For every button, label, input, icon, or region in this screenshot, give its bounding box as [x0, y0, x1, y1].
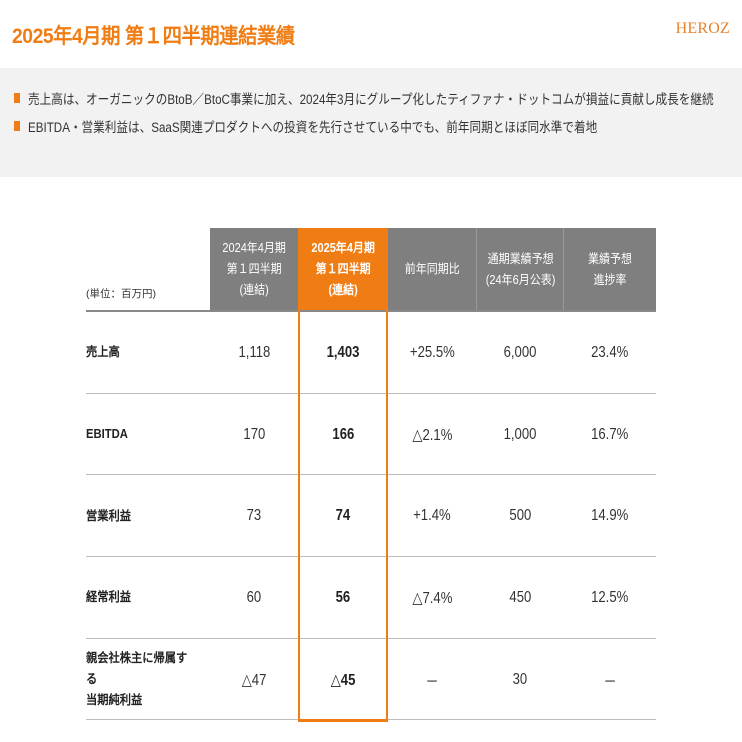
header-line: (連結)	[239, 283, 269, 297]
current-period-highlight-box	[298, 310, 388, 722]
cell-forecast: 1,000	[503, 425, 537, 443]
row-label: 営業利益	[86, 508, 132, 523]
summary-text: 売上高は、オーガニックのBtoB／BtoC事業に加え、2024年3月にグループ化…	[28, 92, 714, 107]
cell-yoy: +1.4%	[413, 507, 451, 524]
cell-yoy: +25.5%	[409, 343, 455, 361]
cell-prior: 73	[246, 507, 262, 524]
square-bullet-icon	[14, 93, 20, 103]
row-divider	[86, 638, 656, 639]
row-label: 親会社株主に帰属する 当期純利益	[86, 651, 188, 707]
header-line: 前年同期比	[404, 262, 460, 276]
table-row: 経常利益 60 56 △7.4% 450 12.5%	[86, 557, 656, 638]
row-label: 経常利益	[86, 590, 132, 604]
cell-forecast: 500	[509, 507, 531, 524]
company-logo: HEROZ	[675, 20, 730, 37]
summary-bullet: 売上高は、オーガニックのBtoB／BtoC事業に加え、2024年3月にグループ化…	[14, 88, 742, 108]
header-line: 第１四半期	[226, 262, 282, 276]
cell-prior: 170	[243, 425, 265, 443]
square-bullet-icon	[14, 121, 20, 131]
header-divider	[86, 310, 656, 312]
header-line: 2024年4月期	[222, 241, 286, 255]
cell-forecast: 6,000	[503, 343, 537, 361]
cell-progress: 23.4%	[591, 343, 629, 361]
table-row: 親会社株主に帰属する 当期純利益 △47 △45 － 30 －	[86, 639, 656, 720]
cell-current: 166	[332, 425, 354, 443]
header-line: 2025年4月期	[311, 241, 375, 255]
row-divider	[86, 556, 656, 557]
table-row: 営業利益 73 74 +1.4% 500 14.9%	[86, 475, 656, 557]
cell-forecast: 30	[512, 670, 528, 688]
column-header-full-year-forecast: 通期業績予想 (24年6月公表)	[476, 228, 564, 311]
summary-bullet: EBITDA・営業利益は、SaaS関連プロダクトへの投資を先行させている中でも、…	[14, 116, 690, 136]
summary-panel: 売上高は、オーガニックのBtoB／BtoC事業に加え、2024年3月にグループ化…	[0, 68, 742, 177]
cell-progress: 12.5%	[591, 588, 629, 606]
header-line: 第１四半期	[315, 262, 371, 276]
column-header-current-q1: 2025年4月期 第１四半期 (連結)	[298, 228, 388, 311]
cell-prior: △47	[241, 671, 267, 689]
row-divider	[86, 393, 656, 394]
cell-yoy: △7.4%	[411, 589, 453, 607]
page-title: 2025年4月期 第１四半期連結業績	[12, 25, 295, 48]
cell-current: 74	[335, 507, 351, 524]
column-header-yoy: 前年同期比	[388, 228, 476, 311]
unit-label: (単位：百万円)	[86, 288, 156, 300]
cell-current: 56	[335, 588, 351, 606]
column-header-prior-q1: 2024年4月期 第１四半期 (連結)	[210, 228, 298, 311]
row-label: 売上高	[86, 345, 120, 359]
header-line: 進捗率	[593, 272, 627, 287]
cell-current: 1,403	[326, 343, 360, 361]
row-divider	[86, 474, 656, 475]
cell-forecast: 450	[509, 588, 531, 606]
cell-current: △45	[330, 671, 356, 689]
table-row: EBITDA 170 166 △2.1% 1,000 16.7%	[86, 394, 656, 475]
header-line: 通期業績予想	[487, 251, 554, 266]
cell-yoy: －	[425, 673, 439, 691]
table-row: 売上高 1,118 1,403 +25.5% 6,000 23.4%	[86, 312, 656, 393]
summary-text: EBITDA・営業利益は、SaaS関連プロダクトへの投資を先行させている中でも、…	[28, 120, 598, 135]
header-line: (24年6月公表)	[485, 272, 556, 287]
row-label: EBITDA	[86, 427, 128, 441]
cell-progress: －	[603, 673, 617, 691]
cell-prior: 60	[246, 588, 262, 606]
cell-progress: 14.9%	[591, 507, 629, 524]
cell-prior: 1,118	[238, 343, 270, 361]
header-line: (連結)	[328, 283, 358, 297]
cell-yoy: △2.1%	[411, 426, 453, 444]
header-line: 業績予想	[587, 251, 632, 266]
cell-progress: 16.7%	[591, 425, 629, 443]
column-header-progress-rate: 業績予想 進捗率	[563, 228, 656, 311]
